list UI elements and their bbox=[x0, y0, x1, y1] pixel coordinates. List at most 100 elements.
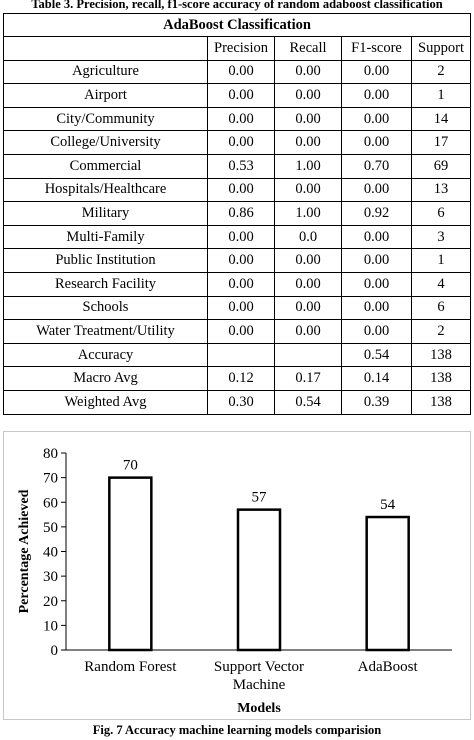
table-row: Hospitals/Healthcare 0.00 0.00 0.00 13 bbox=[3, 177, 472, 203]
value-cell: 1 bbox=[410, 248, 472, 273]
value-cell: 0.00 bbox=[341, 83, 412, 108]
value-cell: 0.00 bbox=[341, 177, 412, 203]
row-label-cell: Schools bbox=[3, 295, 208, 321]
row-label-cell: College/University bbox=[3, 130, 208, 155]
value-cell: 0.30 bbox=[207, 389, 275, 415]
y-tick-label: 40 bbox=[43, 545, 58, 561]
table-row: Agriculture 0.00 0.00 0.00 2 bbox=[3, 59, 472, 85]
value-cell: 0.00 bbox=[207, 224, 275, 250]
value-cell: 69 bbox=[410, 153, 472, 179]
header-cell: F1-score bbox=[341, 36, 412, 61]
y-tick-label: 60 bbox=[43, 495, 58, 511]
value-cell: 0.00 bbox=[274, 271, 342, 297]
value-cell: 1.00 bbox=[274, 153, 342, 179]
header-cell: Recall bbox=[274, 36, 342, 61]
value-cell: 0.00 bbox=[274, 295, 342, 321]
value-cell: 17 bbox=[410, 130, 472, 155]
value-cell: 0.00 bbox=[274, 177, 342, 203]
row-label-cell: Airport bbox=[3, 83, 208, 108]
table-row: Macro Avg 0.12 0.17 0.14 138 bbox=[3, 366, 472, 391]
y-tick-label: 20 bbox=[43, 594, 58, 610]
value-cell: 0.00 bbox=[207, 59, 275, 85]
value-cell: 0.00 bbox=[274, 248, 342, 273]
value-cell: 0.00 bbox=[341, 106, 412, 132]
table-row: Research Facility 0.00 0.00 0.00 4 bbox=[3, 271, 472, 297]
table-body: Agriculture 0.00 0.00 0.00 2 Airport 0.00 0.00 0… bbox=[3, 59, 472, 415]
table-row: City/Community 0.00 0.00 0.00 14 bbox=[3, 106, 472, 132]
value-cell: 0.54 bbox=[341, 342, 412, 368]
y-tick-label: 70 bbox=[43, 471, 58, 487]
table-row: Water Treatment/Utility 0.00 0.00 0.00 2 bbox=[3, 319, 472, 344]
value-cell: 0.12 bbox=[207, 366, 275, 391]
data-label: 70 bbox=[123, 458, 138, 474]
row-label-cell: Water Treatment/Utility bbox=[3, 319, 208, 344]
x-tick-label: Random Forest bbox=[84, 659, 177, 675]
figure-caption: Fig. 7 Accuracy machine learning models … bbox=[92, 723, 382, 737]
row-label-cell: Research Facility bbox=[3, 271, 208, 297]
table-header-row: Precision Recall F1-score Support bbox=[3, 36, 472, 61]
value-cell: 0.00 bbox=[341, 130, 412, 155]
header-cell: Support bbox=[410, 36, 472, 61]
value-cell: 138 bbox=[410, 342, 472, 368]
x-axis-label: Models bbox=[237, 701, 281, 716]
value-cell: 14 bbox=[410, 106, 472, 132]
row-label-cell: Hospitals/Healthcare bbox=[3, 177, 208, 203]
value-cell: 0.39 bbox=[341, 389, 412, 415]
value-cell: 0.00 bbox=[274, 83, 342, 108]
data-label: 54 bbox=[380, 497, 396, 513]
value-cell: 0.70 bbox=[341, 153, 412, 179]
value-cell: 6 bbox=[410, 201, 472, 226]
row-label-cell: Public Institution bbox=[3, 248, 208, 273]
value-cell: 0.0 bbox=[274, 224, 342, 250]
y-tick-label: 10 bbox=[43, 618, 58, 634]
value-cell: 0.00 bbox=[274, 130, 342, 155]
y-tick-label: 0 bbox=[51, 643, 59, 659]
value-cell: 0.00 bbox=[341, 59, 412, 85]
y-tick-label: 50 bbox=[43, 520, 58, 536]
table-title: AdaBoost Classification bbox=[2, 13, 472, 37]
classification-table: AdaBoost Classification Precision Recall F… bbox=[2, 13, 472, 415]
table-row: Multi-Family 0.00 0.0 0.00 3 bbox=[3, 224, 472, 250]
row-label-cell: Commercial bbox=[3, 153, 208, 179]
value-cell: 13 bbox=[410, 177, 472, 203]
x-tick-label: Machine bbox=[233, 677, 286, 693]
y-tick-label: 30 bbox=[43, 569, 58, 585]
data-label: 57 bbox=[252, 490, 268, 506]
value-cell bbox=[207, 342, 275, 368]
table-row: Schools 0.00 0.00 0.00 6 bbox=[3, 295, 472, 321]
value-cell: 6 bbox=[410, 295, 472, 321]
row-label-cell: City/Community bbox=[3, 106, 208, 132]
bar bbox=[365, 515, 410, 652]
table-row: Commercial 0.53 1.00 0.70 69 bbox=[3, 153, 472, 179]
value-cell: 0.92 bbox=[341, 201, 412, 226]
value-cell: 0.53 bbox=[207, 153, 275, 179]
value-cell: 0.00 bbox=[207, 177, 275, 203]
row-label-cell: Macro Avg bbox=[3, 366, 208, 391]
row-label-cell: Weighted Avg bbox=[3, 389, 208, 415]
value-cell: 0.00 bbox=[341, 224, 412, 250]
x-tick-label: Support Vector bbox=[214, 659, 304, 675]
y-axis-label: Percentage Achieved bbox=[17, 489, 32, 613]
table-row: Military 0.86 1.00 0.92 6 bbox=[3, 201, 472, 226]
x-tick-label: AdaBoost bbox=[358, 659, 419, 675]
table-row: Airport 0.00 0.00 0.00 1 bbox=[3, 83, 472, 108]
value-cell: 0.00 bbox=[207, 130, 275, 155]
value-cell: 0.86 bbox=[207, 201, 275, 226]
bar bbox=[236, 508, 282, 652]
value-cell: 0.00 bbox=[274, 319, 342, 344]
value-cell: 0.00 bbox=[341, 295, 412, 321]
value-cell: 0.00 bbox=[207, 271, 275, 297]
value-cell: 0.00 bbox=[341, 319, 412, 344]
table-row: Weighted Avg 0.30 0.54 0.39 138 bbox=[3, 389, 472, 415]
table-caption: Table 3. Precision, recall, f1-score acc… bbox=[31, 0, 443, 11]
value-cell: 4 bbox=[410, 271, 472, 297]
table-row: College/University 0.00 0.00 0.00 17 bbox=[3, 130, 472, 155]
value-cell: 1.00 bbox=[274, 201, 342, 226]
value-cell: 138 bbox=[410, 389, 472, 415]
value-cell: 0.54 bbox=[274, 389, 342, 415]
bar-chart: 0 10 20 30 40 50 60 70 80 Percentage Achieved 70 Ra… bbox=[3, 431, 471, 720]
value-cell: 0.00 bbox=[274, 59, 342, 85]
value-cell: 0.00 bbox=[207, 248, 275, 273]
table-row: Public Institution 0.00 0.00 0.00 1 bbox=[3, 248, 472, 273]
bar-chart-svg: 0 10 20 30 40 50 60 70 80 Percentage Achieved 70 Ra… bbox=[17, 446, 452, 716]
